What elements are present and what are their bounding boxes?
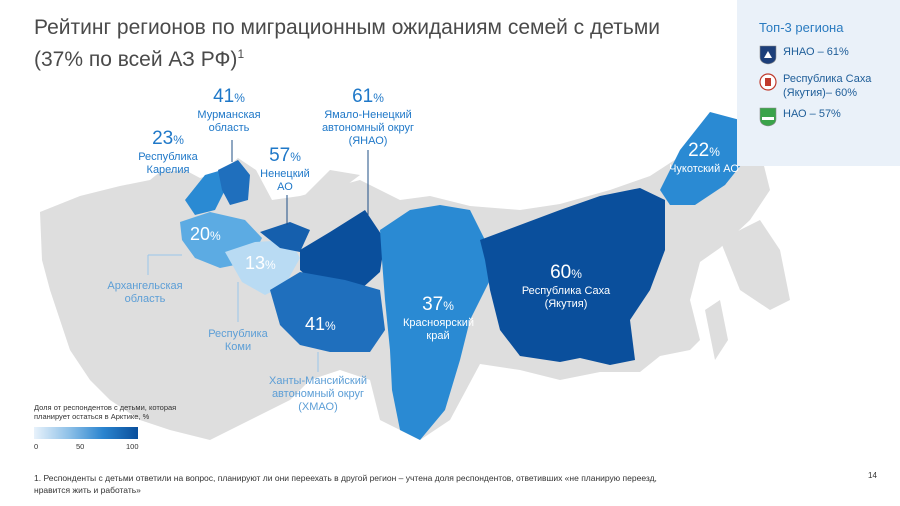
label-sakha: 60% Республика Саха (Якутия) bbox=[506, 262, 626, 311]
sakha-value: 60 bbox=[550, 262, 572, 283]
region-komi-shape bbox=[225, 240, 300, 295]
top3-title: Топ-3 региона bbox=[759, 20, 844, 35]
legend-tick-mid: 50 bbox=[76, 442, 85, 451]
top3-item-nenets: НАО – 57% bbox=[759, 107, 900, 127]
novaya-zemlya-shape bbox=[300, 170, 360, 205]
nenets-value: 57 bbox=[269, 145, 291, 166]
sakha-emblem-icon bbox=[759, 73, 777, 91]
label-krasnoyarsk: 37% Красноярский край bbox=[403, 294, 475, 342]
nenets-name: Ненецкий АО bbox=[260, 168, 310, 193]
region-chukotka-shape bbox=[660, 112, 745, 205]
map-legend: Доля от респондентов с детьми, которая п… bbox=[34, 403, 204, 454]
nenets-emblem-icon bbox=[759, 107, 777, 127]
value-arkhangelsk: 20% bbox=[190, 224, 221, 244]
top3-item-label: НАО – 57% bbox=[783, 108, 841, 120]
legend-ticks: 0 50 100 bbox=[34, 442, 204, 454]
page-title: Рейтинг регионов по миграционным ожидани… bbox=[34, 14, 674, 73]
label-yamal: 61% Ямало-Ненецкий автономный округ (ЯНА… bbox=[321, 86, 415, 147]
footnote: 1. Респонденты с детьми ответили на вопр… bbox=[34, 473, 657, 495]
yamal-emblem-icon bbox=[759, 45, 777, 65]
label-karelia: 23% Республика Карелия bbox=[138, 128, 198, 176]
legend-tick-min: 0 bbox=[34, 442, 39, 451]
legend-text: Доля от респондентов с детьми, которая п… bbox=[34, 403, 177, 421]
page-title-text: Рейтинг регионов по миграционным ожидани… bbox=[34, 16, 660, 71]
yamal-value: 61 bbox=[352, 86, 374, 107]
region-yamal-shape bbox=[300, 210, 385, 290]
label-murmansk: 41% Мурманская область bbox=[197, 86, 261, 134]
title-footnote-mark: 1 bbox=[237, 47, 245, 61]
arkhangelsk-value: 20 bbox=[190, 224, 211, 244]
region-sakha-shape bbox=[480, 188, 665, 365]
komi-value: 13 bbox=[245, 253, 266, 273]
region-nenets-shape bbox=[260, 222, 310, 252]
region-murmansk-shape bbox=[218, 160, 250, 205]
callout-arkhangelsk: Архангельская область bbox=[98, 280, 192, 306]
top3-panel: Топ-3 региона ЯНАО – 61% Республика Саха… bbox=[737, 0, 900, 166]
chukotka-name: Чукотский АО bbox=[669, 163, 739, 175]
komi-name: Республика Коми bbox=[208, 328, 268, 353]
krasnoyarsk-name: Красноярский край bbox=[403, 317, 475, 342]
value-khanty: 41% bbox=[305, 314, 336, 334]
label-nenets: 57% Ненецкий АО bbox=[260, 145, 310, 193]
karelia-value: 23 bbox=[152, 128, 174, 149]
yamal-name: Ямало-Ненецкий автономный округ (ЯНАО) bbox=[321, 109, 415, 147]
sakha-name: Республика Саха (Якутия) bbox=[521, 285, 611, 310]
top3-item-label: ЯНАО – 61% bbox=[783, 46, 849, 58]
legend-color-bar bbox=[34, 427, 138, 439]
region-karelia-shape bbox=[185, 170, 225, 215]
khanty-name: Ханты-Мансийский автономный округ (ХМАО) bbox=[268, 375, 367, 413]
top3-item-label: Республика Саха (Якутия)– 60% bbox=[783, 73, 872, 99]
khanty-value: 41 bbox=[305, 314, 326, 334]
murmansk-value: 41 bbox=[213, 86, 235, 107]
top3-item-sakha: Республика Саха (Якутия)– 60% bbox=[759, 72, 900, 100]
region-krasnoyarsk-shape bbox=[380, 205, 490, 440]
legend-tick-max: 100 bbox=[126, 442, 139, 451]
krasnoyarsk-value: 37 bbox=[422, 294, 444, 315]
label-chukotka: 22% Чукотский АО bbox=[669, 140, 739, 175]
karelia-name: Республика Карелия bbox=[138, 151, 198, 176]
callout-komi: Республика Коми bbox=[198, 328, 278, 354]
page-number: 14 bbox=[868, 471, 877, 480]
murmansk-name: Мурманская область bbox=[197, 109, 261, 134]
chukotka-value: 22 bbox=[688, 140, 710, 161]
value-komi: 13% bbox=[245, 253, 276, 273]
callout-khanty: Ханты-Мансийский автономный округ (ХМАО) bbox=[252, 375, 384, 414]
top3-item-yamal: ЯНАО – 61% bbox=[759, 45, 900, 65]
sakhalin-shape bbox=[705, 300, 728, 360]
kamchatka-shape bbox=[720, 220, 790, 310]
region-khanty-shape bbox=[270, 272, 385, 352]
arkhangelsk-name: Архангельская область bbox=[107, 280, 183, 305]
